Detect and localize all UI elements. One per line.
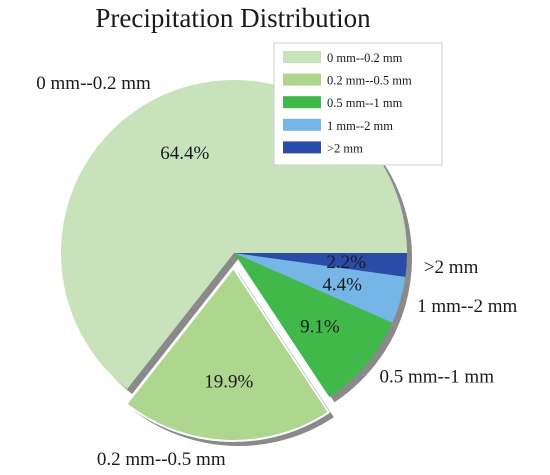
slice-label-0-5-mm-1-mm: 0.5 mm--1 mm [379, 367, 494, 388]
slice-label-0-2-mm-0-5-mm: 0.2 mm--0.5 mm [97, 449, 226, 470]
chart-title: Precipitation Distribution [95, 3, 371, 33]
percent-label-1-mm-2-mm: 4.4% [322, 275, 362, 296]
slice-2-mm [234, 253, 407, 277]
legend-label-0-5-mm-1-mm: 0.5 mm--1 mm [327, 96, 403, 110]
slice-label-1-mm-2-mm: 1 mm--2 mm [417, 296, 517, 317]
slice-0-5-mm-1-mm [234, 253, 393, 398]
legend-label-2-mm: >2 mm [327, 141, 363, 155]
legend-label-1-mm-2-mm: 1 mm--2 mm [327, 119, 393, 133]
legend-label-0-2-mm-0-5-mm: 0.2 mm--0.5 mm [327, 74, 412, 88]
percent-labels: 64.4% 19.9% 9.1% 4.4%2.2% [160, 143, 366, 392]
percent-label-0-mm-0-2-mm: 64.4% [160, 143, 209, 164]
legend-swatch-0-2-mm-0-5-mm [283, 73, 321, 86]
slice-label-2-mm: >2 mm [424, 257, 479, 278]
slice-label-0-mm-0-2-mm: 0 mm--0.2 mm [36, 73, 151, 94]
slice-0-2-mm-0-5-mm [125, 266, 331, 442]
percent-label-2-mm: 2.2% [326, 252, 366, 273]
percent-label-0-2-mm-0-5-mm: 19.9% [204, 371, 253, 392]
percent-label-0-5-mm-1-mm: 9.1% [300, 316, 340, 337]
slice-1-mm-2-mm [234, 253, 406, 323]
legend-swatch-2-mm [283, 141, 321, 154]
slice-labels: 0 mm--0.2 mm 0.2 mm--0.5 mm 0.5 mm--1 mm 1 … [36, 73, 517, 470]
legend-swatch-0-5-mm-1-mm [283, 96, 321, 109]
legend: 0 mm--0.2 mm 0.2 mm--0.5 mm 0.5 mm--1 mm 1 … [273, 42, 443, 166]
legend-swatch-0-mm-0-2-mm [283, 51, 321, 63]
legend-label-0-mm-0-2-mm: 0 mm--0.2 mm [327, 51, 403, 65]
legend-swatch-1-mm-2-mm [283, 118, 321, 131]
